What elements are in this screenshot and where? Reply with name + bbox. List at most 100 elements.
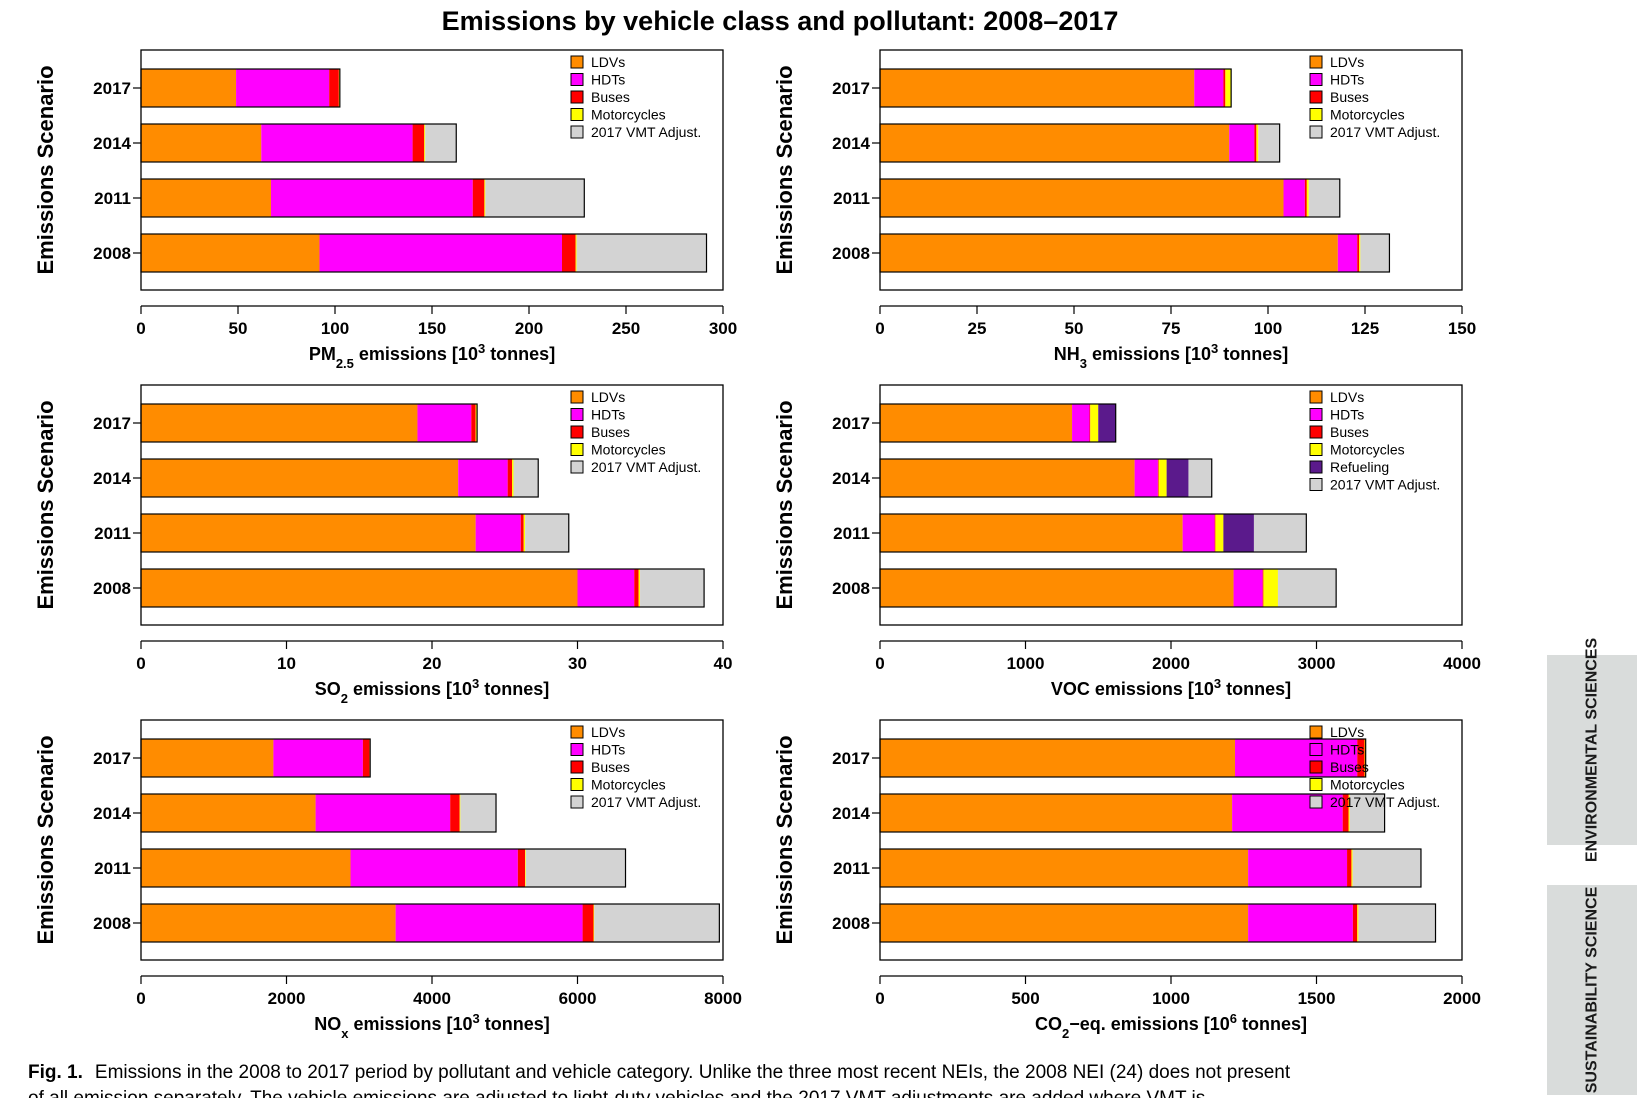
bar-2014-hdts xyxy=(1134,459,1158,497)
legend-label: LDVs xyxy=(591,54,625,70)
legend-swatch-2017-vmt-adjust- xyxy=(570,125,584,139)
chart-panel-1: 2017 2014 2011 2008 0 50 100 150 200 250 300 PM2.5 … xyxy=(33,49,737,371)
bar-2014-hdts xyxy=(1229,124,1255,162)
caption-text: Emissions in the 2008 to 2017 period by … xyxy=(94,1062,1291,1083)
bar-2017-hdts xyxy=(236,69,330,107)
x-tick-label: 1000 xyxy=(1152,989,1190,1008)
chart-panel-4: 2017 2014 2011 2008 0 1000 2000 3000 4000 VOC emi… xyxy=(772,384,1481,699)
legend-swatch-motorcycles xyxy=(1309,778,1323,791)
legend-label: Refueling xyxy=(1330,459,1389,475)
bar-2017-buses xyxy=(362,739,370,777)
bar-2017-ldvs xyxy=(141,739,274,777)
legend-label: HDTs xyxy=(1330,742,1364,758)
x-tick-label: 0 xyxy=(875,319,884,338)
bar-2017-ldvs xyxy=(141,404,418,442)
y-tick-label: 2014 xyxy=(93,134,131,153)
chart-panel-2: 2017 2014 2011 2008 0 25 50 75 100 125 150 NH3 emis… xyxy=(772,49,1476,371)
chart-panel-5: 2017 2014 2011 2008 0 2000 4000 6000 8000 NOx emi… xyxy=(33,719,742,1041)
tab-sustainability-science[interactable]: SUSTAINABILITY SCIENCE xyxy=(1547,885,1637,1095)
bar-2008-ldvs xyxy=(880,569,1234,607)
legend-swatch-2017-vmt-adjust- xyxy=(1309,478,1323,491)
bar-2011-motorcycles xyxy=(484,179,486,217)
x-tick-label: 3000 xyxy=(1298,654,1336,673)
bar-2011-2017-vmt-adjust- xyxy=(525,849,626,887)
bar-2011-ldvs xyxy=(141,179,271,217)
bar-2008-hdts xyxy=(319,234,562,272)
legend-swatch-refueling xyxy=(1309,460,1323,474)
legend-label: Motorcycles xyxy=(591,107,666,123)
bar-2014-buses xyxy=(450,794,460,832)
bar-2017-ldvs xyxy=(880,69,1195,107)
x-axis-title: SO2 emissions [103 tonnes] xyxy=(315,676,550,706)
legend-swatch-buses xyxy=(570,90,584,104)
y-tick-label: 2008 xyxy=(93,244,131,263)
bar-2014-ldvs xyxy=(141,124,262,162)
bar-2008-motorcycles xyxy=(593,904,595,942)
x-tick-label: 200 xyxy=(515,319,543,338)
bar-2008-2017-vmt-adjust- xyxy=(576,234,707,272)
bar-2011-buses xyxy=(472,179,485,217)
bar-2017-hdts xyxy=(273,739,363,777)
figure-title: Emissions by vehicle class and pollutant… xyxy=(441,6,1119,36)
legend-label: LDVs xyxy=(1330,389,1364,405)
x-tick-label: 25 xyxy=(968,319,987,338)
tab-sustainability-science-label: SUSTAINABILITY SCIENCE xyxy=(1583,886,1601,1094)
legend-swatch-ldvs xyxy=(570,55,584,69)
legend-swatch-2017-vmt-adjust- xyxy=(1309,125,1323,139)
y-tick-label: 2008 xyxy=(832,244,870,263)
y-tick-label: 2008 xyxy=(832,914,870,933)
bar-2008-ldvs xyxy=(141,234,320,272)
bar-2011-motorcycles xyxy=(1306,179,1309,217)
legend-label: LDVs xyxy=(591,389,625,405)
y-tick-label: 2008 xyxy=(93,579,131,598)
x-tick-label: 150 xyxy=(1448,319,1476,338)
bar-2014-motorcycles xyxy=(1158,459,1167,497)
bar-2011-motorcycles xyxy=(525,849,526,887)
bar-2014-ldvs xyxy=(880,794,1233,832)
bar-2014-motorcycles xyxy=(1256,124,1259,162)
bar-2014-motorcycles xyxy=(1348,794,1350,832)
bar-2017-hdts xyxy=(1235,739,1358,777)
legend-swatch-ldvs xyxy=(1309,55,1323,69)
y-tick-label: 2014 xyxy=(93,469,131,488)
bar-2008-ldvs xyxy=(141,904,396,942)
bar-2008-buses xyxy=(1357,234,1360,272)
plot-frame xyxy=(140,49,724,291)
x-tick-label: 30 xyxy=(568,654,587,673)
bar-2017-motorcycles xyxy=(1225,69,1232,107)
y-tick-label: 2017 xyxy=(93,749,131,768)
x-tick-label: 2000 xyxy=(1443,989,1481,1008)
legend-swatch-buses xyxy=(570,425,584,439)
bar-2008-buses xyxy=(1352,904,1358,942)
bar-2014-ldvs xyxy=(880,124,1230,162)
x-tick-label: 100 xyxy=(1254,319,1282,338)
legend-swatch-motorcycles xyxy=(1309,108,1323,121)
bar-2014-refueling xyxy=(1166,459,1189,497)
x-axis-title: PM2.5 emissions [103 tonnes] xyxy=(309,341,555,371)
bar-2008-buses xyxy=(561,234,576,272)
y-axis-title: Emissions Scenario xyxy=(772,735,797,944)
bar-2011-hdts xyxy=(1248,849,1348,887)
legend-label: Buses xyxy=(591,759,630,775)
x-tick-label: 0 xyxy=(875,654,884,673)
x-tick-label: 300 xyxy=(709,319,737,338)
bar-2014-ldvs xyxy=(141,794,316,832)
tab-environmental-sciences[interactable]: ENVIRONMENTAL SCIENCES xyxy=(1547,638,1637,862)
bar-2017-ldvs xyxy=(880,404,1073,442)
bar-2008-motorcycles xyxy=(1263,569,1278,607)
legend-label: HDTs xyxy=(1330,407,1364,423)
y-axis-title: Emissions Scenario xyxy=(772,400,797,609)
x-tick-label: 75 xyxy=(1162,319,1181,338)
y-tick-label: 2017 xyxy=(93,414,131,433)
legend-swatch-hdts xyxy=(570,408,584,421)
bar-2017-motorcycles xyxy=(475,404,478,442)
bar-2014-hdts xyxy=(261,124,413,162)
y-tick-label: 2011 xyxy=(94,189,131,208)
plot-frame xyxy=(140,719,724,961)
x-tick-label: 40 xyxy=(714,654,733,673)
x-axis-title: NH3 emissions [103 tonnes] xyxy=(1054,341,1289,371)
legend-label: Motorcycles xyxy=(591,442,666,458)
bar-2008-buses xyxy=(1262,569,1264,607)
plot-frame xyxy=(140,384,724,626)
bar-2008-motorcycles xyxy=(638,569,641,607)
